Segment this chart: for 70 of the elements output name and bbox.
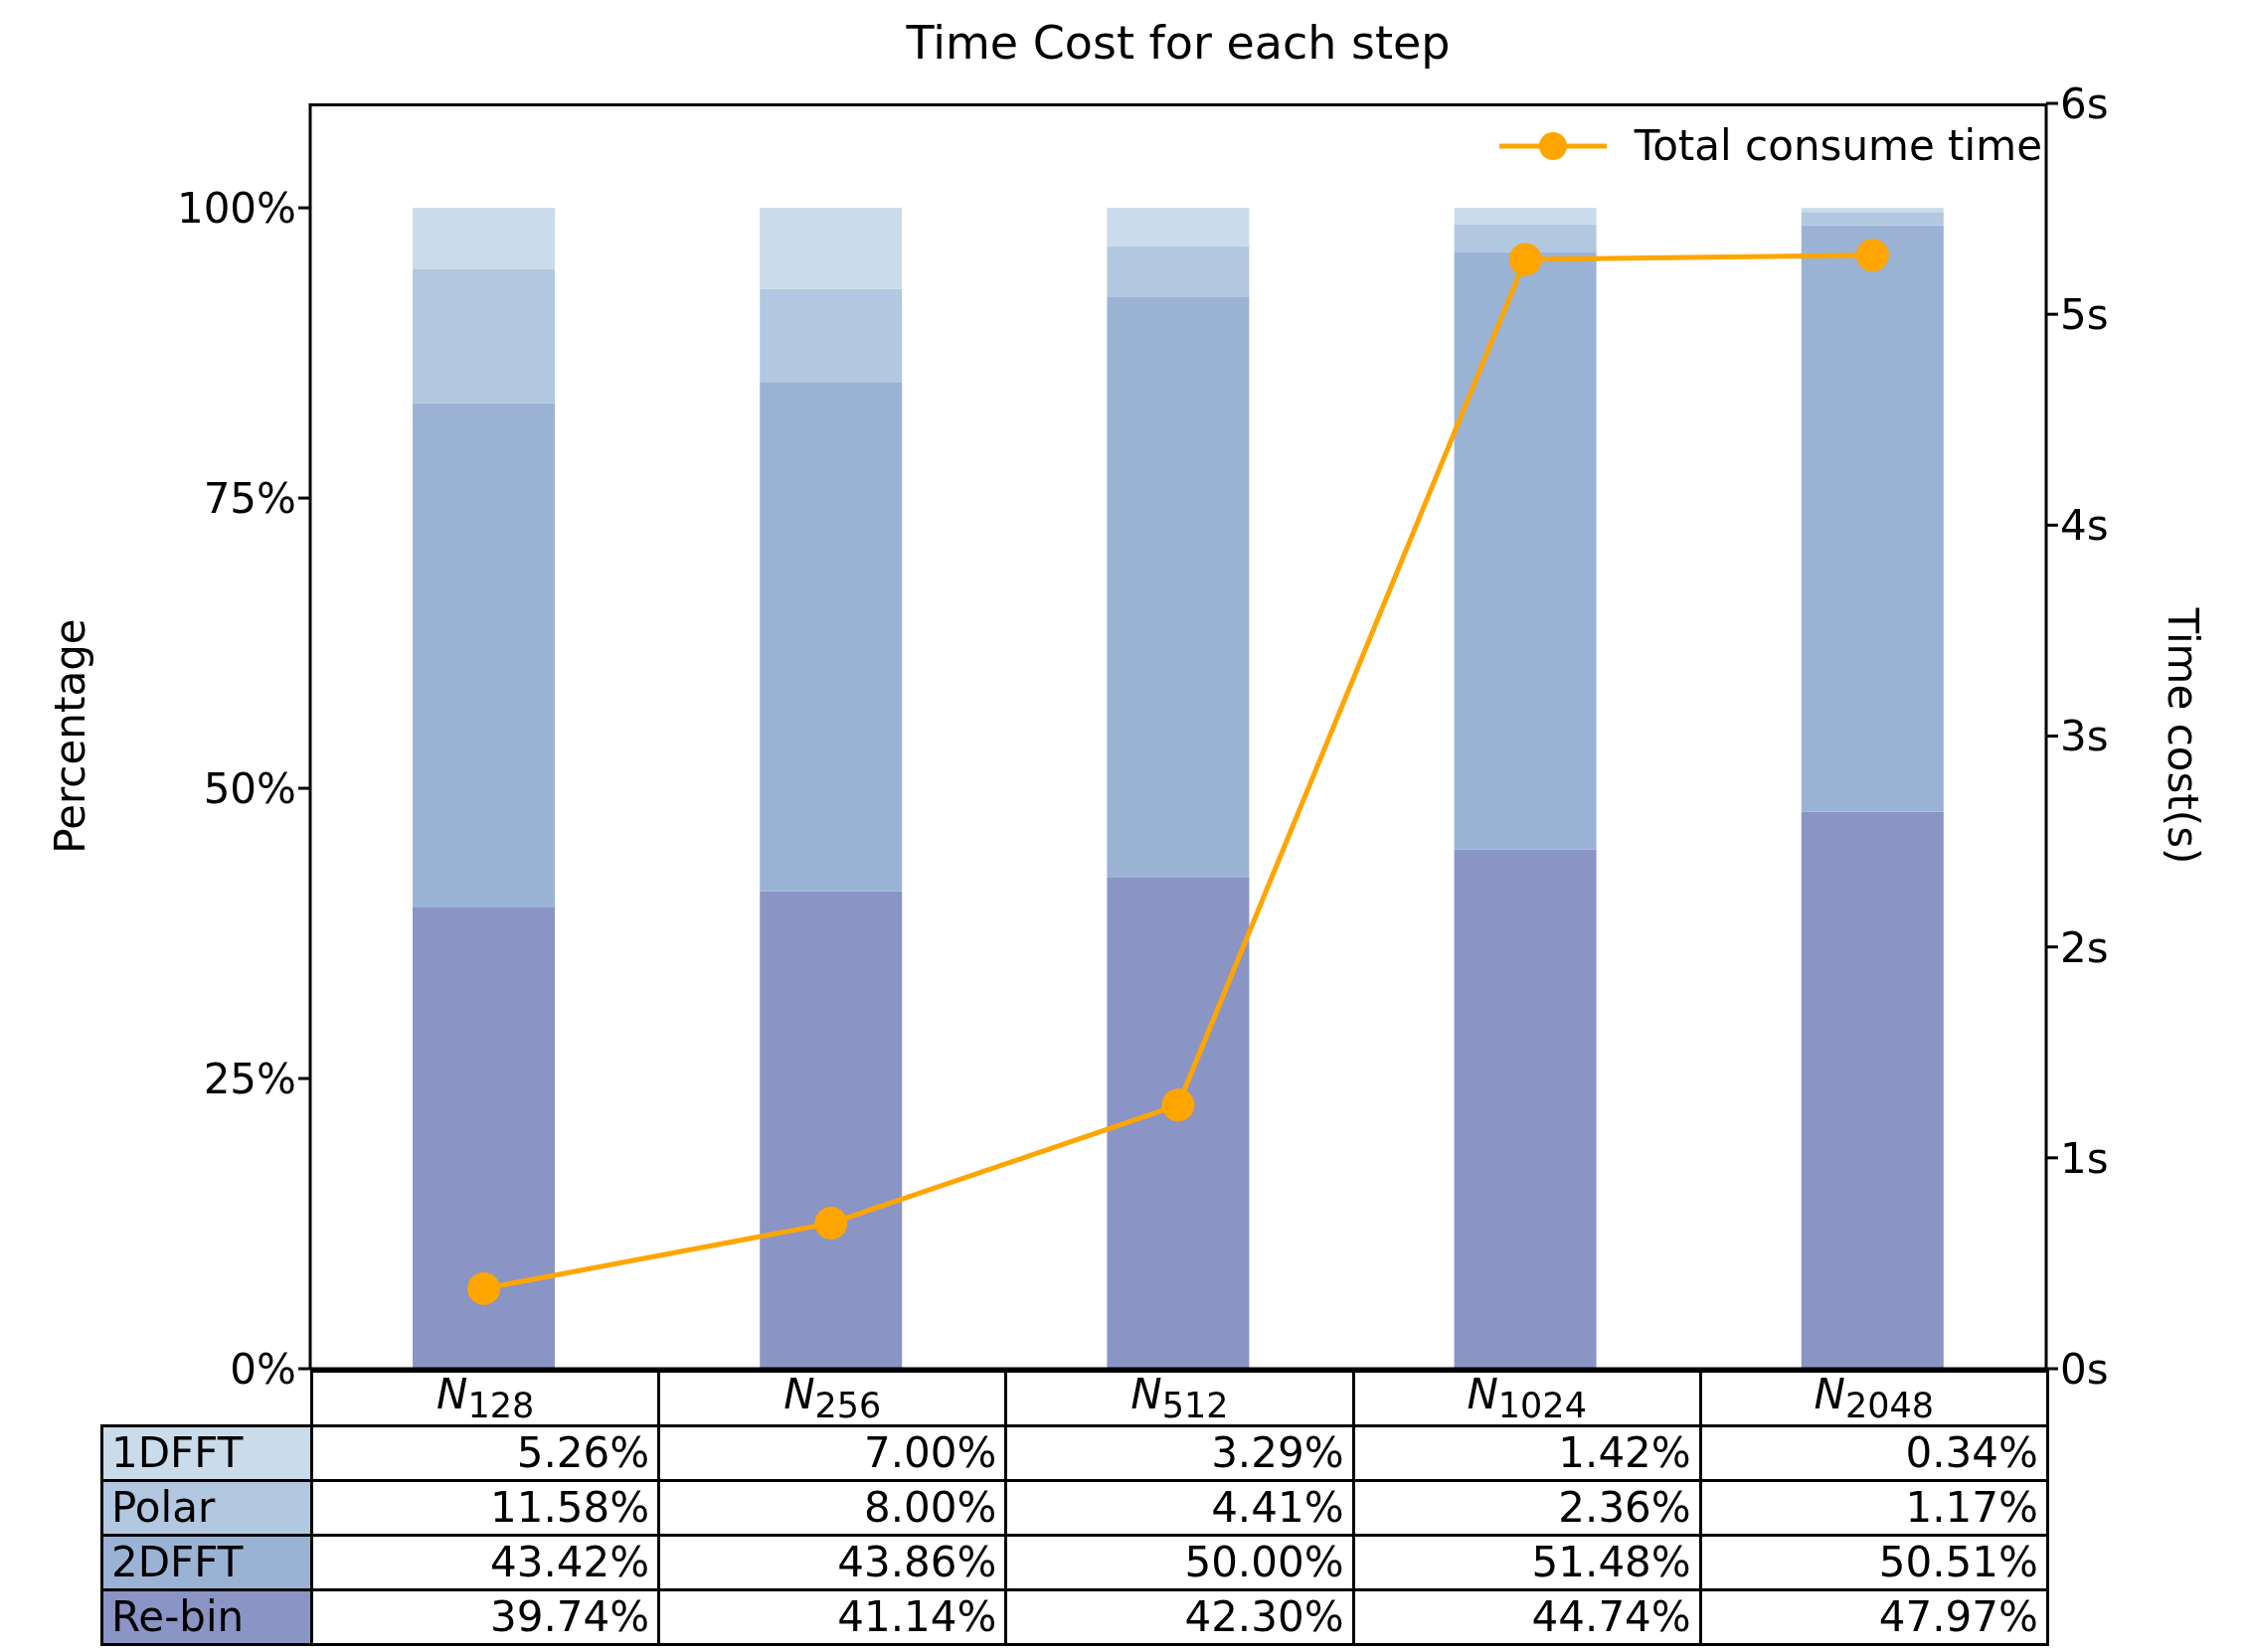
bar bbox=[1107, 297, 1250, 878]
y2-tick-label: 2s bbox=[2060, 922, 2109, 972]
data-label: 39.74% bbox=[311, 1589, 659, 1645]
y-tick-label: 50% bbox=[203, 763, 296, 813]
data-label: 3.29% bbox=[1005, 1425, 1354, 1481]
bar bbox=[1454, 251, 1597, 850]
bar bbox=[1801, 212, 1944, 226]
data-label: 1.42% bbox=[1353, 1425, 1701, 1481]
point bbox=[1161, 1088, 1195, 1122]
bar bbox=[1801, 811, 1944, 1369]
bar bbox=[413, 907, 555, 1369]
data-label: 50.00% bbox=[1005, 1535, 1354, 1590]
y-tick-label: 75% bbox=[203, 473, 296, 523]
point bbox=[1855, 239, 1889, 272]
y2-axis-title: Time cost(s) bbox=[2159, 606, 2208, 865]
legend-label: Total consume time bbox=[1634, 121, 2042, 170]
y-axis-title: Percentage bbox=[45, 618, 94, 854]
point bbox=[1508, 243, 1542, 276]
bar bbox=[1107, 246, 1250, 298]
bar bbox=[760, 208, 903, 289]
bar bbox=[413, 208, 555, 269]
bar bbox=[1107, 208, 1250, 247]
data-label: 7.00% bbox=[658, 1425, 1006, 1481]
bar bbox=[1801, 208, 1944, 213]
data-label: 11.58% bbox=[311, 1480, 659, 1536]
data-label: 43.42% bbox=[311, 1535, 659, 1590]
bar bbox=[413, 268, 555, 404]
data-label: 1.17% bbox=[1700, 1480, 2048, 1536]
data-label: 47.97% bbox=[1700, 1589, 2048, 1645]
data-label: 44.74% bbox=[1353, 1589, 1701, 1645]
text: 2DFFT bbox=[101, 1535, 312, 1590]
bar bbox=[760, 382, 903, 892]
text: Re-bin bbox=[101, 1589, 312, 1645]
bar bbox=[1107, 877, 1250, 1369]
y2-tick-label: 5s bbox=[2060, 290, 2109, 340]
x-tick-label: N$_{128}$ bbox=[311, 1369, 659, 1426]
data-label: 0.34% bbox=[1700, 1425, 2048, 1481]
data-label: 51.48% bbox=[1353, 1535, 1701, 1590]
point bbox=[467, 1271, 501, 1305]
data-label: 43.86% bbox=[658, 1535, 1006, 1590]
text: 1DFFT bbox=[101, 1425, 312, 1481]
y-tick-label: 25% bbox=[203, 1054, 296, 1103]
data-label: 4.41% bbox=[1005, 1480, 1354, 1536]
bar bbox=[1454, 224, 1597, 252]
y2-tick-label: 3s bbox=[2060, 712, 2109, 761]
bar bbox=[1454, 849, 1597, 1369]
bar bbox=[760, 891, 903, 1369]
x-tick-label: N$_{512}$ bbox=[1005, 1369, 1354, 1426]
text: Polar bbox=[101, 1480, 312, 1536]
bar bbox=[1801, 225, 1944, 812]
data-label: 5.26% bbox=[311, 1425, 659, 1481]
bar bbox=[1454, 208, 1597, 225]
x-tick-label: N$_{256}$ bbox=[658, 1369, 1006, 1426]
y-tick-label: 0% bbox=[230, 1344, 296, 1394]
bar bbox=[413, 403, 555, 908]
data-label: 42.30% bbox=[1005, 1589, 1354, 1645]
bar bbox=[760, 288, 903, 383]
data-label: 8.00% bbox=[658, 1480, 1006, 1536]
y2-tick-label: 4s bbox=[2060, 501, 2109, 551]
y-tick-label: 100% bbox=[176, 184, 296, 234]
data-label: 50.51% bbox=[1700, 1535, 2048, 1590]
x-tick-label: N$_{2048}$ bbox=[1700, 1369, 2048, 1426]
y2-tick-label: 0s bbox=[2060, 1344, 2109, 1394]
chart-title: Time Cost for each step bbox=[905, 16, 1452, 70]
data-label: 41.14% bbox=[658, 1589, 1006, 1645]
y2-tick-label: 1s bbox=[2060, 1133, 2109, 1183]
x-tick-label: N$_{1024}$ bbox=[1353, 1369, 1701, 1426]
y2-tick-label: 6s bbox=[2060, 79, 2109, 128]
point bbox=[814, 1207, 848, 1240]
data-label: 2.36% bbox=[1353, 1480, 1701, 1536]
